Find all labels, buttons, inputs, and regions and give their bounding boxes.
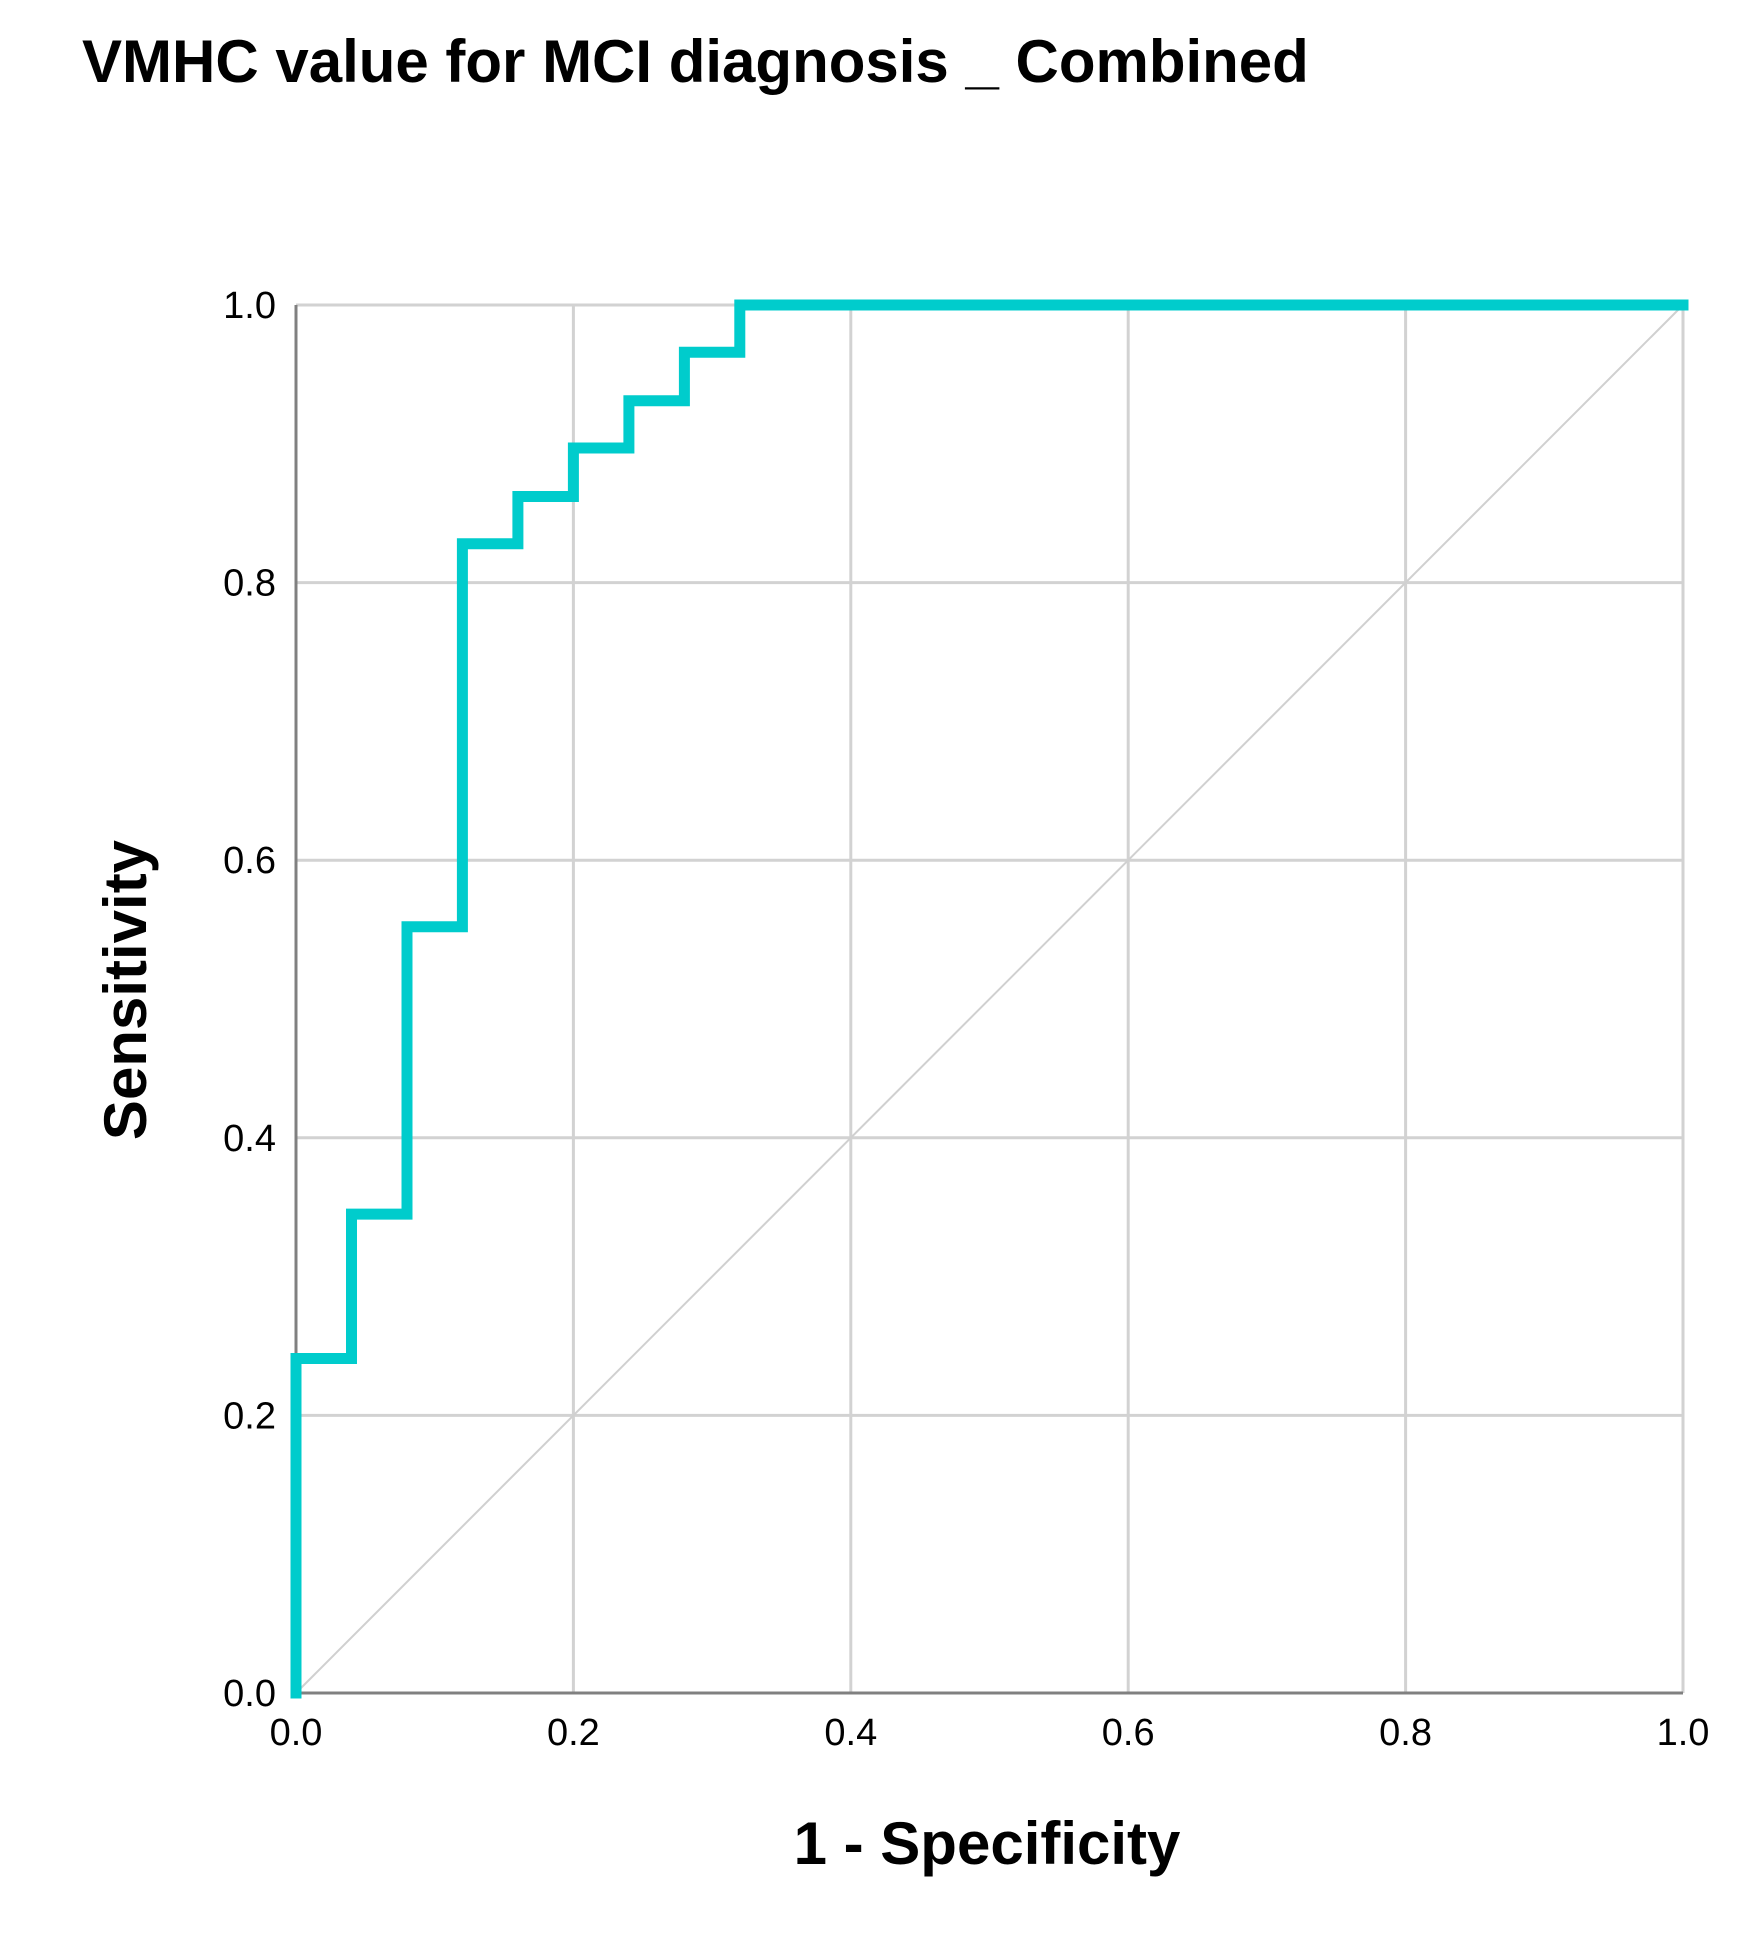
roc-curve-line: [290, 299, 1689, 1699]
x-tick-label: 0.0: [270, 1712, 323, 1754]
x-tick-label: 1.0: [1657, 1712, 1710, 1754]
x-tick-label: 0.4: [824, 1712, 877, 1754]
reference-line-group: [295, 304, 1684, 1694]
x-axis-title: 1 - Specificity: [794, 1810, 1181, 1877]
y-tick-label: 0.0: [223, 1673, 276, 1715]
series-group: [290, 299, 1689, 1699]
y-tick-label: 1.0: [223, 285, 276, 327]
y-tick-label: 0.6: [223, 840, 276, 882]
reference-line: [295, 304, 1684, 1694]
x-tick-labels: 0.0 0.2 0.4 0.6 0.8 1.0: [270, 1712, 1710, 1754]
chart-title: VMHC value for MCI diagnosis _ Combined: [82, 28, 1309, 95]
y-axis-title: Sensitivity: [92, 839, 159, 1140]
y-tick-label: 0.4: [223, 1118, 276, 1160]
y-tick-label: 0.8: [223, 563, 276, 605]
y-tick-labels: 0.0 0.2 0.4 0.6 0.8 1.0: [223, 285, 276, 1715]
y-tick-label: 0.2: [223, 1395, 276, 1437]
x-tick-label: 0.6: [1102, 1712, 1155, 1754]
x-tick-label: 0.2: [547, 1712, 600, 1754]
x-tick-label: 0.8: [1379, 1712, 1432, 1754]
